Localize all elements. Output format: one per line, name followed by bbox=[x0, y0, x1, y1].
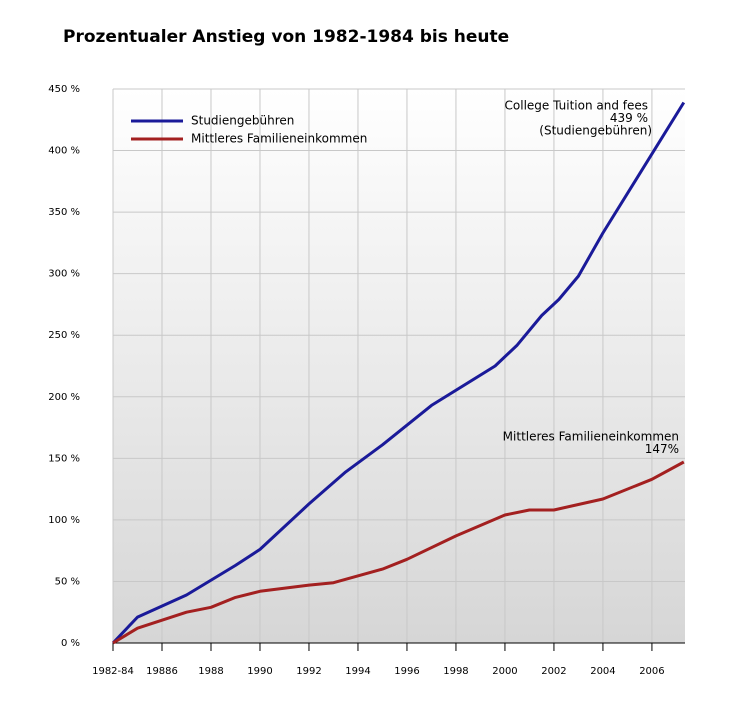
x-tick-label: 1998 bbox=[443, 666, 468, 677]
x-tick-label: 19886 bbox=[146, 666, 178, 677]
x-tick-label: 1992 bbox=[296, 666, 321, 677]
y-tick-label: 100 % bbox=[48, 515, 80, 526]
y-tick-label: 200 % bbox=[48, 392, 80, 403]
annotation: (Studiengebühren) bbox=[539, 124, 652, 138]
chart-title: Prozentualer Anstieg von 1982-1984 bis h… bbox=[63, 27, 509, 47]
data-line bbox=[112, 460, 685, 645]
y-tick-label: 250 % bbox=[48, 330, 80, 341]
legend-label: Mittleres Familieneinkommen bbox=[191, 132, 367, 146]
x-tick-label: 2002 bbox=[541, 666, 566, 677]
y-tick-label: 350 % bbox=[48, 207, 80, 218]
data-line bbox=[111, 101, 686, 645]
y-tick-label: 400 % bbox=[48, 146, 80, 157]
x-tick-label: 2006 bbox=[639, 666, 664, 677]
y-tick-label: 50 % bbox=[55, 576, 80, 587]
y-tick-label: 0 % bbox=[61, 638, 80, 649]
legend-label: Studiengebühren bbox=[191, 114, 294, 128]
y-tick-label: 450 % bbox=[48, 84, 80, 95]
x-tick-label: 1988 bbox=[198, 666, 223, 677]
x-tick-label: 1982-84 bbox=[92, 666, 134, 677]
annotation: 147% bbox=[645, 442, 679, 456]
x-tick-label: 1994 bbox=[345, 666, 370, 677]
annotation: College Tuition and fees bbox=[505, 99, 648, 113]
x-tick-label: 1996 bbox=[394, 666, 419, 677]
y-tick-label: 150 % bbox=[48, 453, 80, 464]
annotation: Mittleres Familieneinkommen bbox=[503, 430, 679, 444]
x-tick-label: 2000 bbox=[492, 666, 517, 677]
x-tick-label: 2004 bbox=[590, 666, 615, 677]
x-tick-label: 1990 bbox=[247, 666, 272, 677]
annotation: 439 % bbox=[610, 111, 648, 125]
y-tick-label: 300 % bbox=[48, 269, 80, 280]
plot-area bbox=[113, 89, 685, 643]
